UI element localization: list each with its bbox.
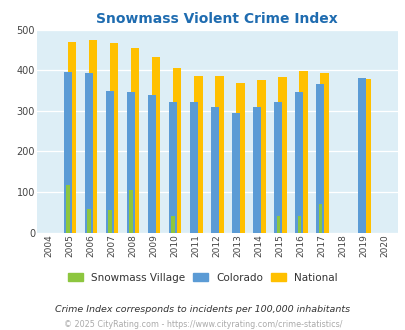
Bar — [357, 79, 365, 233]
Bar — [85, 73, 93, 233]
Bar — [171, 216, 174, 233]
Bar — [318, 204, 321, 233]
Bar — [276, 216, 279, 233]
Bar — [66, 185, 70, 233]
Bar — [215, 76, 223, 233]
Bar — [173, 68, 181, 233]
Bar — [256, 80, 265, 233]
Bar — [68, 42, 76, 233]
Bar — [298, 71, 307, 233]
Bar — [110, 43, 118, 233]
Bar — [297, 216, 300, 233]
Bar — [194, 76, 202, 233]
Bar — [294, 92, 303, 233]
Bar — [320, 73, 328, 233]
Bar — [147, 95, 156, 233]
Bar — [131, 48, 139, 233]
Bar — [126, 92, 135, 233]
Text: Crime Index corresponds to incidents per 100,000 inhabitants: Crime Index corresponds to incidents per… — [55, 305, 350, 314]
Bar — [315, 84, 324, 233]
Bar — [89, 40, 97, 233]
Bar — [168, 102, 177, 233]
Legend: Snowmass Village, Colorado, National: Snowmass Village, Colorado, National — [64, 269, 341, 287]
Bar — [273, 102, 281, 233]
Bar — [152, 57, 160, 233]
Bar — [231, 113, 240, 233]
Title: Snowmass Violent Crime Index: Snowmass Violent Crime Index — [96, 12, 337, 26]
Bar — [361, 79, 370, 233]
Bar — [190, 102, 198, 233]
Bar — [108, 210, 111, 233]
Bar — [236, 83, 244, 233]
Bar — [210, 107, 219, 233]
Bar — [106, 90, 114, 233]
Bar — [252, 107, 261, 233]
Bar — [64, 72, 72, 233]
Bar — [129, 190, 132, 233]
Bar — [87, 209, 90, 233]
Text: © 2025 CityRating.com - https://www.cityrating.com/crime-statistics/: © 2025 CityRating.com - https://www.city… — [64, 320, 341, 329]
Bar — [277, 77, 286, 233]
